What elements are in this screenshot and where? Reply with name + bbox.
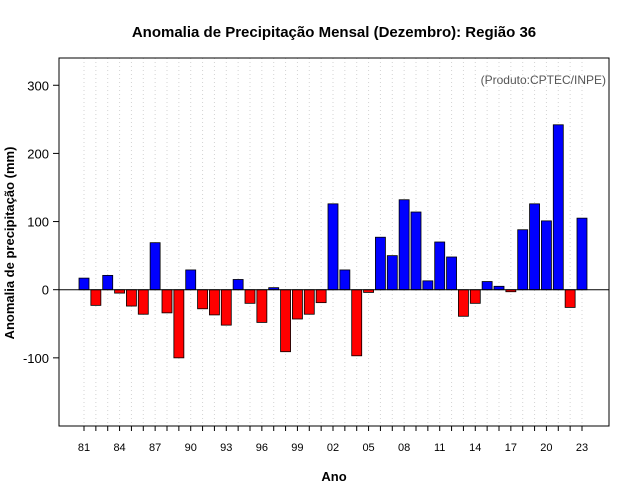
bars — [78, 124, 588, 359]
bar-2012 — [446, 256, 457, 291]
bar-1991 — [197, 289, 208, 310]
bar-1993 — [220, 289, 232, 326]
bar-2019 — [529, 203, 540, 291]
bar-2023 — [576, 217, 588, 291]
bar-2015 — [481, 281, 493, 291]
bar-1982 — [90, 289, 102, 306]
bar-2020 — [541, 220, 552, 291]
bar-2022 — [564, 289, 576, 308]
x-tick-label: 08 — [398, 442, 410, 454]
x-tick-label: 81 — [78, 442, 90, 454]
y-tick-label: 0 — [42, 283, 49, 298]
bar-2001 — [315, 289, 327, 304]
plot-frame — [58, 57, 610, 427]
x-axis: 81 84 87 90 93 96 99 02 05 08 11 14 17 20 23 — [78, 426, 588, 454]
bar-2007 — [386, 255, 398, 291]
bar-1994 — [232, 279, 244, 291]
bar-1996 — [256, 289, 268, 323]
bar-1992 — [209, 289, 220, 316]
x-tick-label: 23 — [576, 442, 588, 454]
bar-1999 — [292, 289, 303, 320]
bar-2018 — [517, 229, 529, 291]
bar-1987 — [149, 242, 161, 291]
bar-2013 — [458, 289, 469, 317]
bar-1981 — [78, 277, 90, 291]
y-tick-label: 200 — [27, 146, 49, 161]
x-axis-title: Ano — [321, 469, 346, 484]
x-tick-label: 87 — [149, 442, 161, 454]
bar-1995 — [244, 289, 256, 304]
bar-1983 — [102, 274, 114, 291]
y-axis-title: Anomalia de precipitação (mm) — [2, 147, 17, 340]
y-tick-label: 100 — [27, 215, 49, 230]
bar-2004 — [351, 289, 363, 357]
x-tick-label: 84 — [113, 442, 125, 454]
bar-2011 — [434, 241, 446, 291]
y-tick-label: 300 — [27, 78, 49, 93]
chart-credit: (Produto:CPTEC/INPE) — [481, 73, 606, 87]
bar-2002 — [327, 203, 339, 291]
bar-2008 — [398, 199, 410, 291]
bar-1989 — [173, 289, 185, 359]
y-axis: -100 0 100 200 300 — [23, 78, 59, 366]
bar-2009 — [410, 211, 422, 291]
x-tick-label: 20 — [540, 442, 552, 454]
bar-1990 — [185, 269, 197, 291]
x-tick-label: 11 — [434, 442, 445, 454]
x-tick-label: 05 — [362, 442, 374, 454]
bar-1988 — [161, 289, 173, 314]
bar-2006 — [375, 236, 386, 291]
x-tick-label: 90 — [185, 442, 197, 454]
x-tick-label: 17 — [505, 442, 517, 454]
bar-2021 — [552, 124, 564, 291]
bar-2016 — [493, 285, 505, 291]
bar-1998 — [280, 289, 291, 353]
x-tick-label: 96 — [256, 442, 268, 454]
bar-2000 — [303, 289, 315, 315]
bar-1986 — [137, 289, 149, 315]
x-tick-label: 14 — [469, 442, 481, 454]
y-tick-label: -100 — [23, 351, 49, 366]
x-tick-label: 93 — [220, 442, 232, 454]
x-tick-label: 99 — [291, 442, 303, 454]
bar-2010 — [422, 280, 434, 291]
bar-2003 — [339, 269, 351, 291]
bar-1984 — [114, 289, 125, 294]
bar-2014 — [469, 289, 481, 304]
x-tick-label: 02 — [327, 442, 339, 454]
bar-1985 — [126, 289, 137, 307]
chart-title: Anomalia de Precipitação Mensal (Dezembr… — [132, 24, 536, 41]
